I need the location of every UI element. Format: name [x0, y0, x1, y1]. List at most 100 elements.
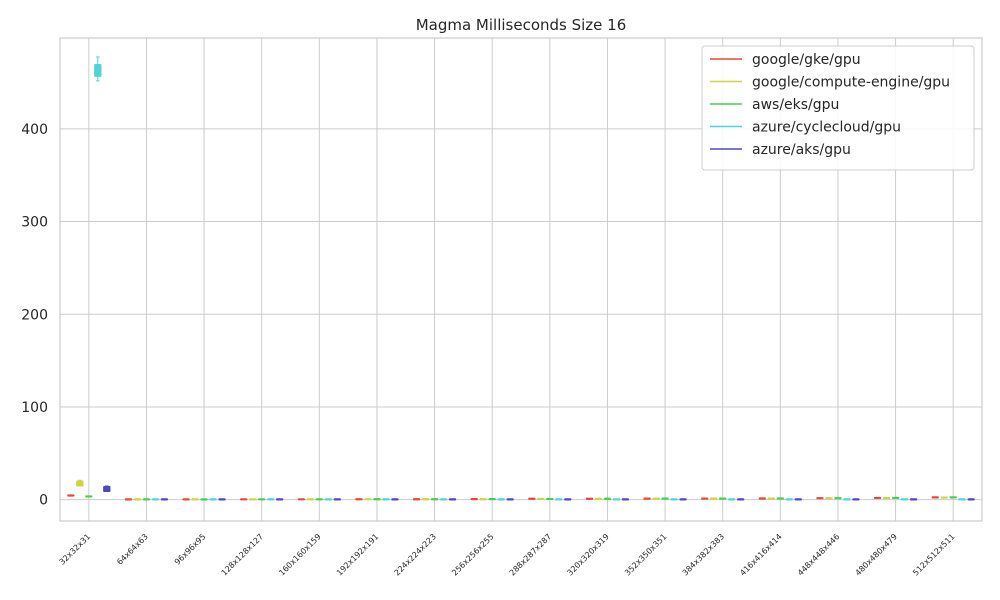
- x-tick-label: 512x512x511: [911, 532, 956, 577]
- box: [528, 497, 536, 500]
- box: [151, 498, 160, 501]
- box: [142, 498, 151, 501]
- legend-item: google/compute-engine/gpu: [710, 75, 950, 91]
- legend-label: aws/eks/gpu: [752, 97, 839, 113]
- x-tick-label: 288x287x287: [508, 532, 553, 577]
- box-mark: [909, 498, 918, 501]
- box: [315, 498, 323, 501]
- box: [873, 496, 882, 500]
- box: [794, 498, 802, 501]
- box-mark: [306, 498, 315, 501]
- box: [497, 498, 505, 501]
- box-mark: [103, 485, 111, 493]
- box: [564, 498, 572, 501]
- box-mark: [258, 498, 266, 501]
- x-tick-label: 160x160x159: [277, 532, 322, 577]
- box-mark: [470, 498, 478, 501]
- box-mark: [555, 498, 563, 501]
- box-mark: [333, 498, 341, 501]
- box-mark: [585, 497, 594, 500]
- box-mark: [218, 498, 226, 501]
- legend-label: azure/aks/gpu: [752, 142, 851, 158]
- box: [448, 498, 457, 501]
- box-mark: [209, 498, 217, 501]
- legend-label: azure/cyclecloud/gpu: [752, 120, 901, 136]
- box-mark: [679, 498, 687, 501]
- box: [670, 498, 678, 501]
- legend-label: google/compute-engine/gpu: [752, 75, 950, 91]
- box-mark: [151, 498, 160, 501]
- box: [439, 498, 448, 501]
- box-mark: [736, 498, 745, 501]
- box: [776, 497, 784, 500]
- box-mark: [497, 498, 505, 501]
- box: [412, 498, 421, 501]
- box-mark: [249, 498, 257, 501]
- x-tick-label: 64x64x63: [115, 532, 150, 567]
- box: [249, 498, 257, 501]
- x-tick-label: 480x480x479: [854, 532, 899, 577]
- y-tick-label: 400: [21, 122, 48, 138]
- box: [882, 496, 891, 500]
- box: [679, 498, 687, 501]
- box-mark: [191, 498, 199, 501]
- box-mark: [834, 497, 842, 500]
- box: [306, 498, 315, 501]
- box-mark: [124, 498, 133, 501]
- box-mark: [506, 498, 514, 501]
- box: [891, 496, 900, 500]
- box-mark: [85, 495, 93, 498]
- y-tick-label: 0: [39, 493, 48, 509]
- box: [785, 498, 793, 501]
- legend-box: [701, 45, 975, 171]
- box: [382, 498, 390, 501]
- box: [546, 497, 554, 501]
- box: [67, 494, 75, 497]
- box: [85, 495, 93, 498]
- box-mark: [430, 498, 439, 501]
- box-mark: [940, 496, 948, 499]
- box-mark: [767, 497, 776, 500]
- box-mark: [133, 498, 142, 501]
- box: [931, 496, 939, 499]
- box: [949, 496, 957, 499]
- y-tick-label: 200: [21, 307, 48, 323]
- x-tick-label: 96x96x95: [173, 532, 208, 567]
- box-mark: [76, 479, 84, 487]
- box: [661, 497, 669, 500]
- box: [333, 498, 341, 501]
- x-tick-label: 320x320x319: [565, 532, 610, 577]
- box: [297, 498, 306, 501]
- box: [727, 498, 736, 501]
- box-mark: [719, 497, 727, 500]
- box-mark: [794, 498, 802, 501]
- box-mark: [240, 498, 248, 501]
- x-tick-label: 352x350x351: [623, 532, 668, 577]
- box: [967, 498, 975, 501]
- box-mark: [391, 498, 399, 501]
- box-mark: [67, 494, 75, 497]
- box-mark: [931, 496, 939, 499]
- legend-item: azure/cyclecloud/gpu: [710, 120, 901, 136]
- chart-title: Magma Milliseconds Size 16: [416, 16, 627, 34]
- box: [200, 498, 208, 501]
- box-mark: [439, 498, 448, 501]
- box: [182, 498, 190, 501]
- box: [843, 498, 851, 501]
- box: [258, 498, 266, 501]
- box: [430, 498, 439, 501]
- box: [324, 498, 332, 501]
- y-tick-label: 300: [21, 215, 48, 231]
- box: [852, 498, 860, 501]
- box: [506, 498, 514, 501]
- box-mark: [710, 497, 718, 500]
- box: [612, 498, 621, 501]
- box: [621, 498, 630, 501]
- x-tick-label: 256x256x255: [450, 532, 495, 577]
- box-mark: [200, 498, 208, 501]
- legend: google/gke/gpu google/compute-engine/gpu a…: [701, 45, 975, 171]
- box-mark: [873, 496, 882, 500]
- box-mark: [315, 498, 323, 501]
- box-mark: [275, 498, 284, 501]
